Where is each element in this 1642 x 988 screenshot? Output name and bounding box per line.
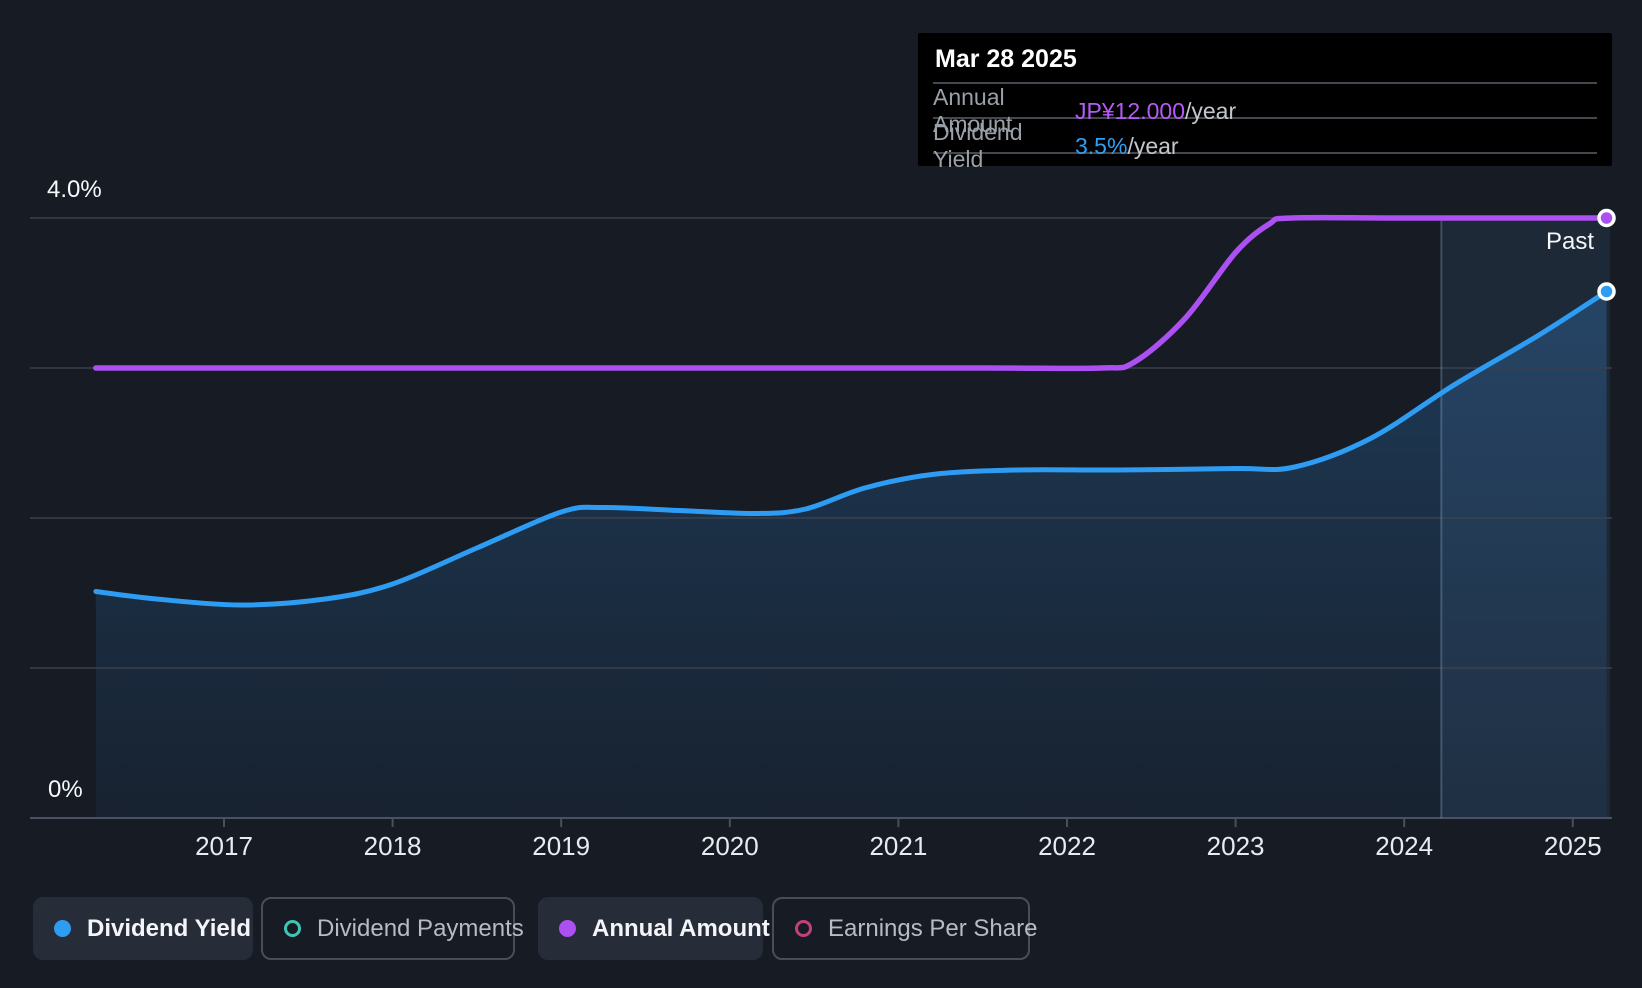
x-axis-label-2017: 2017 xyxy=(195,831,253,861)
tooltip-row-value: JP¥12.000/year xyxy=(1075,98,1597,125)
x-axis-label-2019: 2019 xyxy=(532,831,591,861)
tooltip-value-suffix: /year xyxy=(1184,97,1237,124)
legend-label: Annual Amount xyxy=(592,914,770,942)
x-axis-label-2021: 2021 xyxy=(869,831,928,861)
y-axis-label-bottom: 0% xyxy=(48,776,83,803)
tooltip-footer-divider xyxy=(933,152,1597,165)
tooltip-value: JP¥12.000 xyxy=(1075,97,1185,124)
legend-marker-dividend-payments-icon xyxy=(284,920,301,937)
legend-label: Earnings Per Share xyxy=(828,914,1038,942)
legend-label: Dividend Yield xyxy=(87,914,252,942)
annual-amount-line xyxy=(93,214,1610,372)
tooltip-row-label: Dividend Yield xyxy=(933,119,1023,172)
past-label: Past xyxy=(1546,228,1595,255)
dividend-yield-end-marker xyxy=(1597,282,1616,301)
legend-item-dividend-yield[interactable]: Dividend Yield xyxy=(33,897,253,960)
legend-marker-annual-amount-icon xyxy=(559,920,576,937)
legend-item-dividend-payments[interactable]: Dividend Payments xyxy=(261,897,524,960)
tooltip-value-suffix: /year xyxy=(1127,132,1179,159)
tooltip-row-label: Annual Amount xyxy=(933,84,1013,137)
legend-item-earnings-per-share[interactable]: Earnings Per Share xyxy=(772,897,1037,960)
dividend-yield-line xyxy=(93,289,1610,608)
x-axis-label-2018: 2018 xyxy=(363,831,422,861)
tooltip-value: 3.5% xyxy=(1075,132,1128,159)
chart-tooltip: Mar 28 2025 Annual Amount JP¥12.000/year D… xyxy=(918,33,1612,172)
tooltip-row-dividend-yield: Dividend Yield 3.5%/year xyxy=(933,117,1597,172)
tooltip-row-value: 3.5%/year xyxy=(1075,133,1597,160)
x-axis-label-2023: 2023 xyxy=(1206,831,1265,861)
x-axis-label-2025: 2025 xyxy=(1543,831,1602,861)
x-axis-label-2020: 2020 xyxy=(700,831,759,861)
y-axis-label-top: 4.0% xyxy=(47,176,102,203)
legend-marker-earnings-per-share-icon xyxy=(795,920,812,937)
legend-item-annual-amount[interactable]: Annual Amount xyxy=(538,897,770,960)
legend-marker-dividend-yield-icon xyxy=(54,920,71,937)
dividend-yield-area xyxy=(95,291,1607,818)
annual-amount-end-marker xyxy=(1597,208,1616,228)
x-axis-label-2022: 2022 xyxy=(1038,831,1096,861)
x-axis-label-2024: 2024 xyxy=(1375,831,1434,861)
legend-label: Dividend Payments xyxy=(317,914,524,942)
tooltip-row-annual-amount: Annual Amount JP¥12.000/year xyxy=(933,82,1597,137)
tooltip-date: Mar 28 2025 xyxy=(935,45,1077,73)
